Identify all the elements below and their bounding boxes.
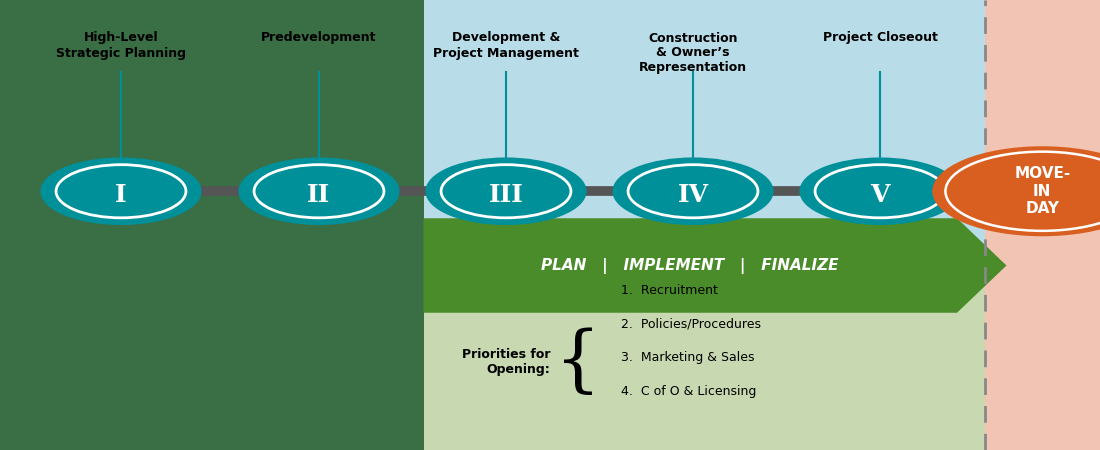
Circle shape [614,159,772,224]
Text: PHASE: PHASE [305,172,333,181]
Circle shape [42,159,200,224]
Text: I: I [116,183,127,207]
Text: 4.  C of O & Licensing: 4. C of O & Licensing [621,385,757,398]
FancyBboxPatch shape [984,0,1100,450]
Text: V: V [870,183,890,207]
Text: PLAN   |   IMPLEMENT   |   FINALIZE: PLAN | IMPLEMENT | FINALIZE [541,257,839,274]
Text: PHASE: PHASE [492,172,520,181]
Text: Predevelopment: Predevelopment [262,32,376,45]
Text: Priorities for
Opening:: Priorities for Opening: [462,348,550,376]
Circle shape [240,159,398,224]
Text: Construction
& Owner’s
Representation: Construction & Owner’s Representation [639,32,747,75]
Circle shape [933,146,1100,236]
Text: PHASE: PHASE [107,172,135,181]
Text: Development &
Project Management: Development & Project Management [433,32,579,59]
Text: 2.  Policies/Procedures: 2. Policies/Procedures [621,318,761,330]
Text: III: III [488,183,524,207]
Circle shape [801,159,959,224]
Text: MOVE-
IN
DAY: MOVE- IN DAY [1014,166,1070,216]
Circle shape [427,159,585,224]
Text: Project Closeout: Project Closeout [823,32,937,45]
Text: PHASE: PHASE [679,172,707,181]
FancyBboxPatch shape [424,0,984,256]
Text: {: { [554,327,601,397]
FancyBboxPatch shape [424,256,984,450]
Text: High-Level
Strategic Planning: High-Level Strategic Planning [56,32,186,59]
Text: II: II [307,183,331,207]
Text: IV: IV [678,183,708,207]
Text: PHASE: PHASE [866,172,894,181]
Text: 1.  Recruitment: 1. Recruitment [621,284,718,297]
Polygon shape [424,218,1006,313]
Text: 3.  Marketing & Sales: 3. Marketing & Sales [621,351,755,364]
